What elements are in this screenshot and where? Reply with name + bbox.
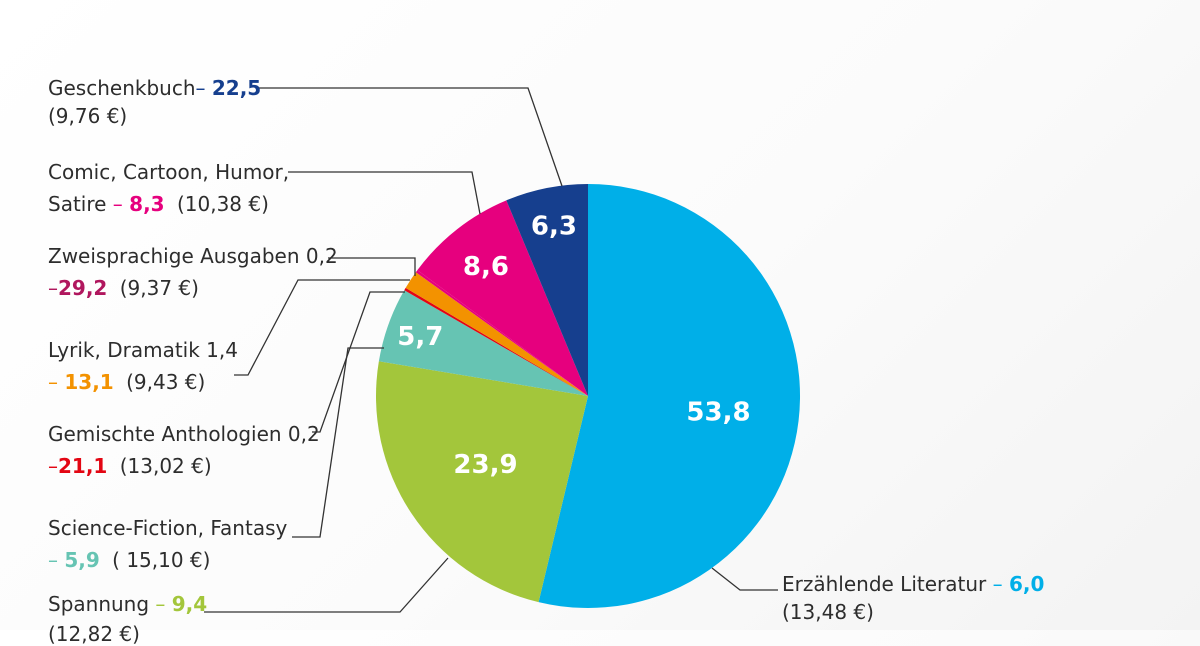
- label-anthologien-line1: Gemischte Anthologien 0,2: [48, 422, 320, 446]
- label-zweisprachige-dash: –: [48, 276, 58, 300]
- label-comic-change: 8,3: [129, 192, 165, 216]
- label-comic-price: (10,38 €): [176, 192, 269, 216]
- leader-line-anthologien: [312, 291, 405, 433]
- label-comic: Comic, Cartoon, Humor, Satire – 8,3 (10,…: [48, 160, 289, 216]
- slice-value-label: 53,8: [686, 397, 750, 427]
- slice-value-label: 5,7: [397, 322, 443, 352]
- label-comic-line2: Satire: [48, 192, 113, 216]
- slice-value-label: 8,6: [463, 252, 509, 282]
- label-spannung-name: Spannung: [48, 592, 156, 616]
- label-scifi: Science-Fiction, Fantasy – 5,9 ( 15,10 €…: [48, 516, 287, 572]
- pie-slice-lyrik-dramatik: [405, 272, 588, 396]
- label-spannung-change: 9,4: [171, 592, 208, 616]
- pie-slice-zweisprachige-ausgaben: [415, 270, 588, 396]
- label-anthologien-change: 21,1: [58, 454, 108, 478]
- label-zweisprachige-change: 29,2: [58, 276, 108, 300]
- label-anthologien-dash: –: [48, 454, 58, 478]
- pie-slice-comic-cartoon-humor-satire: [417, 200, 588, 396]
- label-geschenkbuch-dash: –: [195, 76, 212, 100]
- label-geschenkbuch-change: 22,5: [211, 76, 262, 100]
- label-comic-dash: –: [112, 192, 130, 216]
- leader-line-comic: [288, 171, 481, 215]
- label-geschenkbuch-price: (9,76 €): [48, 104, 128, 128]
- label-scifi-dash: –: [48, 548, 65, 572]
- slice-value-label: 6,3: [531, 212, 577, 242]
- label-erzaehlende-price: (13,48 €): [782, 600, 874, 624]
- label-zweisprachige-price: (9,37 €): [119, 276, 199, 300]
- label-lyrik-change: 13,1: [64, 370, 114, 394]
- leader-line-geschenkbuch: [258, 87, 563, 187]
- label-erzaehlende: Erzählende Literatur – 6,0 (13,48 €): [782, 572, 1044, 624]
- pie-slice-geschenkbuch: [506, 184, 588, 396]
- label-comic-line1: Comic, Cartoon, Humor,: [48, 160, 290, 184]
- label-lyrik-line1: Lyrik, Dramatik 1,4: [48, 338, 238, 362]
- label-erzaehlende-change: 6,0: [1008, 572, 1045, 596]
- label-scifi-price: ( 15,10 €): [112, 548, 211, 572]
- leader-line-zweisprachige: [328, 257, 416, 276]
- label-geschenkbuch: Geschenkbuch– 22,5 (9,76 €): [48, 76, 261, 128]
- label-spannung-dash: –: [155, 592, 172, 616]
- label-anthologien-price: (13,02 €): [119, 454, 212, 478]
- pie-slice-spannung: [376, 361, 588, 603]
- leader-line-spannung: [204, 557, 449, 613]
- slice-value-label: 23,9: [453, 450, 517, 480]
- pie-slice-erzählende-literatur: [538, 184, 801, 608]
- label-spannung: Spannung – 9,4 (12,82 €): [48, 592, 207, 646]
- label-zweisprachige-line1: Zweisprachige Ausgaben 0,2: [48, 244, 338, 268]
- label-anthologien: Gemischte Anthologien 0,2 –21,1 (13,02 €…: [48, 422, 320, 478]
- leader-line-scifi: [292, 347, 384, 538]
- pie-chart: 53,8 23,9 5,7 8,6 6,3: [204, 87, 801, 613]
- label-geschenkbuch-name: Geschenkbuch: [48, 76, 196, 100]
- label-scifi-line1: Science-Fiction, Fantasy: [48, 516, 288, 540]
- label-lyrik-price: (9,43 €): [126, 370, 206, 394]
- pie-slice-science-fiction-fantasy: [378, 290, 588, 396]
- label-lyrik-dash: –: [48, 370, 65, 394]
- leader-line-erzaehlende: [711, 567, 778, 591]
- label-scifi-change: 5,9: [64, 548, 100, 572]
- label-erzaehlende-dash: –: [992, 572, 1009, 596]
- pie-slice-gemischte-anthologien: [404, 287, 588, 396]
- label-lyrik: Lyrik, Dramatik 1,4 – 13,1 (9,43 €): [48, 338, 238, 394]
- label-spannung-price: (12,82 €): [48, 622, 140, 646]
- label-erzaehlende-name: Erzählende Literatur: [782, 572, 993, 596]
- leader-line-lyrik: [234, 279, 410, 376]
- label-zweisprachige: Zweisprachige Ausgaben 0,2 –29,2 (9,37 €…: [48, 244, 338, 300]
